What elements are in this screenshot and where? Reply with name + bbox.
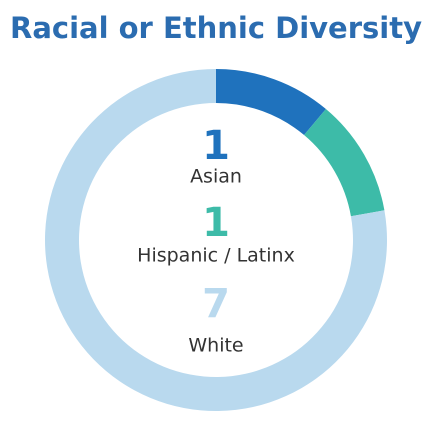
donut-slice: [216, 69, 326, 136]
value-label: 7: [202, 281, 230, 327]
value-label: 1: [202, 123, 230, 169]
category-label: Hispanic / Latinx: [137, 245, 295, 267]
value-label: 1: [202, 200, 230, 246]
category-label: White: [188, 335, 243, 357]
chart-title: Racial or Ethnic Diversity: [10, 11, 422, 45]
category-label: Asian: [190, 166, 242, 188]
donut-slice: [304, 109, 385, 217]
